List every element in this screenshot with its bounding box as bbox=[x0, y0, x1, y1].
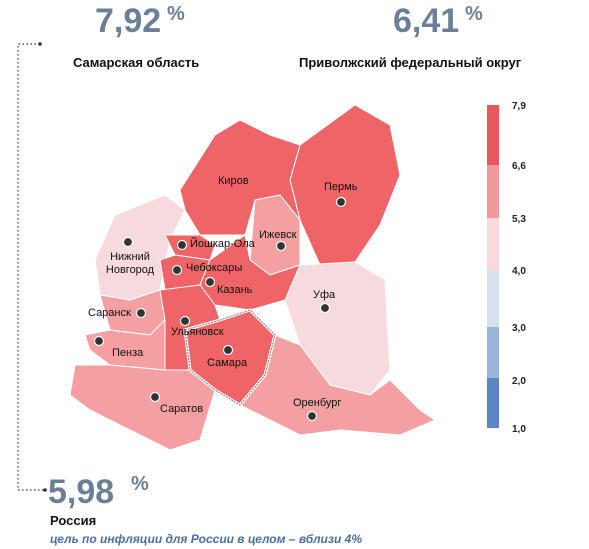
region bbox=[164, 234, 216, 261]
city-dot bbox=[275, 240, 287, 252]
city-label-box: Нижний Новгород bbox=[105, 251, 155, 276]
region bbox=[239, 334, 437, 436]
bracket bbox=[17, 43, 45, 491]
legend-swatch bbox=[487, 165, 499, 218]
city-dot bbox=[222, 344, 234, 356]
city-label: Киров bbox=[218, 175, 249, 187]
stat-unit: % bbox=[167, 3, 185, 25]
city-dot bbox=[204, 276, 216, 288]
legend-swatch bbox=[487, 218, 499, 270]
city-label: Ульяновск bbox=[171, 326, 224, 338]
city-dot bbox=[149, 391, 161, 403]
bracket-dot bbox=[43, 488, 47, 492]
city-dot bbox=[306, 410, 318, 422]
map bbox=[69, 104, 437, 451]
city-label: Чебоксары bbox=[186, 262, 242, 274]
legend-tick: 4,0 bbox=[512, 266, 526, 277]
legend-tick: 5,3 bbox=[512, 214, 526, 225]
city-label: Йошкар-Ола bbox=[190, 237, 256, 250]
city-label: Уфа bbox=[313, 289, 336, 301]
legend-tick: 7,9 bbox=[512, 101, 526, 112]
city-label: Оренбург bbox=[293, 397, 341, 409]
city-dot bbox=[335, 196, 347, 208]
city-dot bbox=[122, 236, 134, 248]
legend-tick: 6,6 bbox=[512, 161, 526, 172]
city-dot bbox=[176, 239, 188, 251]
city-dot bbox=[93, 335, 105, 347]
stat-value: 7,92 bbox=[95, 2, 161, 40]
stat-label: Самарская область bbox=[73, 55, 199, 70]
stat-value: 6,41 bbox=[393, 2, 459, 40]
region-outline bbox=[184, 309, 276, 406]
city-label: Саранск bbox=[88, 307, 131, 319]
bracket-dot bbox=[38, 42, 42, 46]
city-dot bbox=[135, 307, 147, 319]
city-label: Казань bbox=[217, 284, 253, 296]
stat-unit: % bbox=[465, 3, 483, 25]
legend-swatch bbox=[487, 327, 499, 378]
legend-swatch bbox=[487, 270, 499, 327]
legend-tick: 1,0 bbox=[512, 424, 526, 435]
city-label: Самара bbox=[207, 357, 248, 369]
legend-swatch bbox=[487, 105, 499, 165]
city-dot bbox=[179, 315, 191, 327]
region bbox=[199, 234, 301, 311]
city-dots bbox=[93, 196, 347, 422]
region bbox=[69, 364, 216, 451]
russia-note: цель по инфляции для России в целом – вб… bbox=[50, 532, 362, 546]
city-label: Пенза bbox=[112, 347, 144, 359]
legend-swatch bbox=[487, 378, 499, 428]
city-dot bbox=[319, 302, 331, 314]
russia-label: Россия bbox=[50, 513, 96, 528]
city-label: Саратов bbox=[160, 403, 203, 415]
legend-tick: 3,0 bbox=[512, 323, 526, 334]
legend: 7,9 6,6 5,3 4,0 3,0 2,0 1,0 bbox=[487, 101, 526, 435]
city-label: Пермь bbox=[324, 181, 358, 193]
legend-tick: 2,0 bbox=[512, 376, 526, 387]
russia-value: 5,98 bbox=[48, 473, 114, 511]
city-dot bbox=[171, 264, 183, 276]
city-label: Нижний Новгород bbox=[105, 251, 155, 276]
russia-unit: % bbox=[131, 473, 149, 495]
stat-label: Приволжский федеральный округ bbox=[299, 55, 522, 70]
city-label: Ижевск bbox=[259, 229, 297, 241]
